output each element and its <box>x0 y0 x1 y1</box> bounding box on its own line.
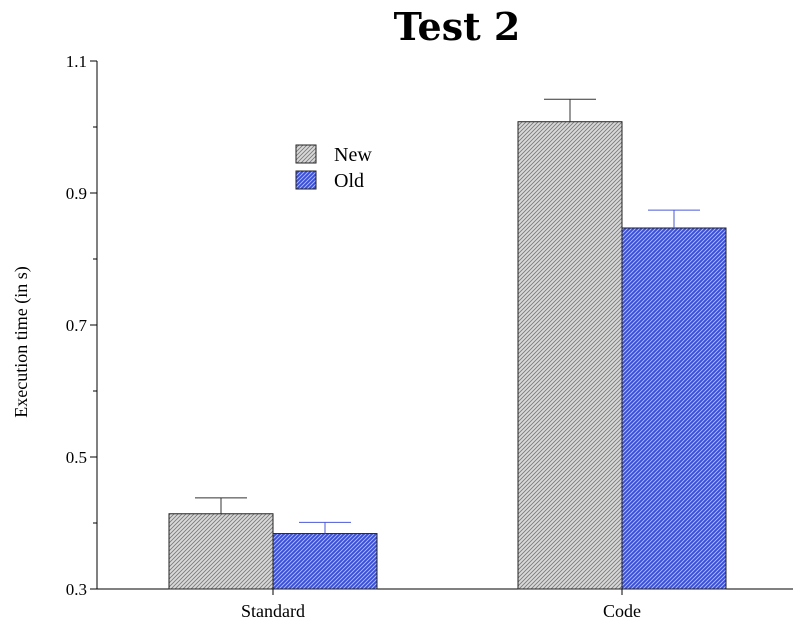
legend-swatch-new <box>295 144 317 164</box>
legend: New Old <box>295 144 372 192</box>
bars-group <box>168 121 727 590</box>
y-axis-ticks: 0.3 0.5 0.7 0.9 1.1 <box>66 52 97 599</box>
y-tick-label: 0.3 <box>66 580 87 599</box>
chart-title: Test 2 <box>394 4 521 49</box>
bar-old-standard <box>272 533 378 590</box>
y-axis-label: Execution time (in s) <box>11 266 32 417</box>
bar-old-code <box>621 227 727 590</box>
bar-new-standard <box>168 513 274 590</box>
y-tick-label: 0.5 <box>66 448 87 467</box>
bar-new-code <box>517 121 623 590</box>
y-tick-label: 1.1 <box>66 52 87 71</box>
y-tick-label: 0.9 <box>66 184 87 203</box>
legend-label-new: New <box>334 144 372 166</box>
x-tick-label: Standard <box>241 601 305 621</box>
legend-label-old: Old <box>334 170 364 192</box>
category-labels: Standard Code <box>241 589 641 621</box>
y-tick-label: 0.7 <box>66 316 88 335</box>
error-bars-group <box>195 98 700 534</box>
legend-swatch-old <box>295 170 317 190</box>
x-tick-label: Code <box>603 601 641 621</box>
